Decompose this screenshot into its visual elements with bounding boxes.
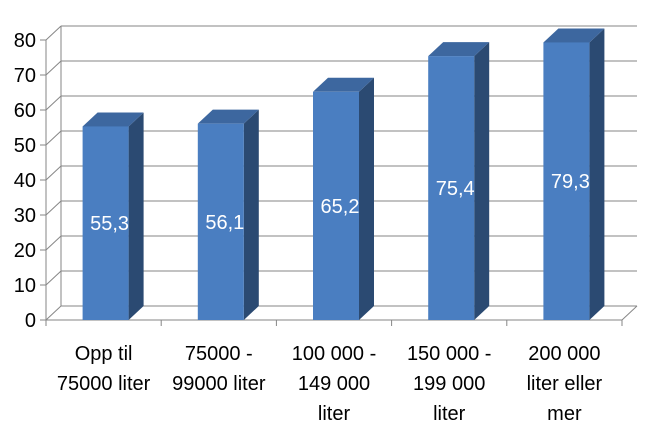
gridline-side (45, 165, 62, 181)
y-tick-label: 0 (25, 310, 36, 332)
bar-side (474, 42, 490, 320)
x-tick-label-line: 75000 - (185, 343, 253, 365)
bar-side (128, 112, 144, 320)
y-tick-label: 80 (14, 30, 36, 52)
x-tick-label-line: 99000 liter (172, 373, 266, 395)
x-tick-label-line: 100 000 - (292, 343, 377, 365)
x-tick-label-line: liter (433, 403, 466, 425)
data-label: 75,4 (436, 178, 475, 200)
bar-top (197, 109, 259, 124)
bar (428, 56, 475, 320)
x-tick-label-line: liter eller (527, 373, 603, 395)
gridline-side (45, 130, 62, 146)
x-tick-label-line: 150 000 - (407, 343, 492, 365)
y-tick-label: 60 (14, 100, 36, 122)
gridline-side (45, 305, 62, 321)
y-tick-label: 20 (14, 240, 36, 262)
bar (313, 91, 359, 320)
bar-side (359, 77, 374, 320)
x-tick-label-line: Opp til (75, 343, 133, 365)
x-tick-label-line: 200 000 (528, 343, 600, 365)
data-label: 56,1 (205, 212, 244, 234)
x-tick-label-line: 199 000 (413, 373, 485, 395)
data-label: 55,3 (90, 213, 129, 235)
y-tick-label: 30 (14, 205, 36, 227)
x-tick-label: Opp til 75000 liter (57, 343, 151, 395)
x-tick-label: 75000 - 99000 liter (172, 343, 266, 395)
bar-top (82, 112, 144, 127)
x-tick-label-line: liter (318, 403, 351, 425)
data-label: 65,2 (321, 196, 360, 218)
floor-edge (621, 305, 638, 321)
gridline-side (45, 25, 62, 41)
y-tick-label: 50 (14, 135, 36, 157)
gridline-side (45, 235, 62, 251)
x-tick-label: 150 000 - 199 000 liter (407, 343, 492, 425)
bar-top (313, 77, 374, 92)
bar-top (428, 42, 490, 57)
x-tick-label: 100 000 - 149 000 liter (292, 343, 377, 425)
y-tick-label: 40 (14, 170, 36, 192)
data-label: 79,3 (551, 171, 590, 193)
gridline-side (45, 200, 62, 216)
x-tick-label-line: mer (547, 403, 582, 425)
bar (543, 42, 590, 320)
gridline-side (45, 95, 62, 111)
bar-top (543, 28, 605, 43)
y-tick-label: 10 (14, 275, 36, 297)
x-tick-label: 200 000 liter eller mer (527, 343, 603, 425)
x-tick-label-line: 149 000 (298, 373, 370, 395)
bar-side (589, 28, 605, 320)
y-tick-label: 70 (14, 65, 36, 87)
bar-side (243, 109, 259, 321)
gridline-side (45, 270, 62, 286)
bar (197, 123, 244, 321)
gridline-side (45, 60, 62, 76)
bar (82, 126, 129, 320)
x-tick-label-line: 75000 liter (57, 373, 151, 395)
